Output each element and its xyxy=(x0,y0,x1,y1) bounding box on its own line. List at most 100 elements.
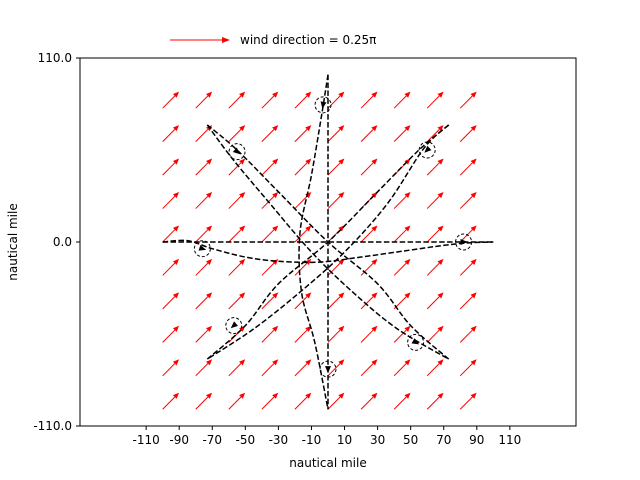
x-tick-label: 110 xyxy=(498,433,521,447)
wind-arrow-head xyxy=(437,91,444,98)
wind-arrow-head xyxy=(239,191,246,199)
wind-arrow-shaft xyxy=(360,262,374,276)
wind-arrow-shaft xyxy=(294,162,308,176)
wind-arrow-shaft xyxy=(327,195,341,209)
wind-arrow-shaft xyxy=(162,128,176,142)
wind-arrow-head xyxy=(338,158,345,165)
wind-arrow-head xyxy=(206,359,213,366)
wind-arrow-shaft xyxy=(162,195,176,209)
x-axis-label: nautical mile xyxy=(289,456,366,470)
trajectory-curve xyxy=(298,74,329,410)
wind-arrow-head xyxy=(172,91,180,98)
wind-arrow-head xyxy=(239,292,246,299)
wind-arrow-shaft xyxy=(426,262,440,276)
wind-arrow xyxy=(228,125,246,142)
wind-arrow-shaft xyxy=(195,329,209,343)
marker-direction-arrow xyxy=(320,101,327,109)
wind-arrow-shaft xyxy=(162,363,176,377)
wind-arrow-head xyxy=(272,258,279,265)
wind-arrow xyxy=(294,158,312,176)
wind-arrow xyxy=(228,258,246,276)
wind-arrow-shaft xyxy=(294,329,308,343)
wind-arrow xyxy=(162,292,180,310)
wind-arrow-shaft xyxy=(393,396,407,410)
wind-arrow-shaft xyxy=(459,396,473,410)
wind-arrow-shaft xyxy=(294,128,308,142)
wind-arrow-head xyxy=(305,325,312,332)
wind-arrow-shaft xyxy=(228,162,242,176)
wind-arrow-shaft xyxy=(327,262,341,276)
wind-arrow-head xyxy=(470,91,477,98)
wind-arrow-shaft xyxy=(162,95,176,109)
wind-arrow-shaft xyxy=(459,329,473,343)
wind-arrow xyxy=(261,258,279,276)
wind-arrow xyxy=(228,91,246,109)
wind-arrow xyxy=(426,292,444,310)
wind-arrow xyxy=(459,258,477,276)
wind-arrow xyxy=(228,191,246,209)
y-axis-label: nautical mile xyxy=(6,203,20,280)
wind-arrow-head xyxy=(470,191,477,199)
wind-arrow xyxy=(294,191,312,209)
wind-arrow xyxy=(360,225,378,243)
marker-direction-arrow xyxy=(198,244,207,251)
wind-arrow-head xyxy=(206,325,213,332)
marker-circle xyxy=(455,233,473,251)
trajectory-curve xyxy=(206,124,450,360)
wind-arrow-shaft xyxy=(294,296,308,310)
wind-arrow-shaft xyxy=(228,262,242,276)
wind-arrow xyxy=(426,158,444,176)
wind-arrow xyxy=(459,158,477,176)
wind-arrow xyxy=(459,125,477,142)
wind-arrow xyxy=(426,91,444,109)
wind-arrow-head xyxy=(305,225,312,232)
wind-arrow-shaft xyxy=(459,95,473,109)
wind-arrow xyxy=(261,359,279,377)
marker-direction-arrow xyxy=(424,145,432,153)
wind-arrow-head xyxy=(272,158,279,165)
wind-arrow-head xyxy=(404,292,411,299)
wind-arrow-head xyxy=(371,225,378,232)
wind-arrow-shaft xyxy=(426,229,440,243)
wind-arrow-shaft xyxy=(294,229,308,243)
wind-arrow xyxy=(261,125,279,142)
legend-entry-wind-direction: wind direction = 0.25π xyxy=(240,33,376,47)
wind-arrow xyxy=(360,158,378,176)
wind-arrow-shaft xyxy=(294,363,308,377)
wind-arrow xyxy=(393,325,411,343)
wind-arrow xyxy=(327,325,345,343)
wind-arrow-head xyxy=(172,359,180,366)
wind-arrow xyxy=(393,392,411,410)
marker-circle xyxy=(418,141,436,159)
wind-arrow-head xyxy=(470,158,477,165)
wind-arrow xyxy=(426,325,444,343)
wind-arrow-head xyxy=(437,359,444,366)
wind-arrow-shaft xyxy=(393,363,407,377)
wind-arrow xyxy=(261,191,279,209)
y-tick-label: 0.0 xyxy=(53,235,72,249)
wind-arrow-shaft xyxy=(195,128,209,142)
wind-arrow-head xyxy=(305,392,312,399)
wind-arrow xyxy=(195,225,213,243)
wind-arrow-shaft xyxy=(327,363,341,377)
wind-arrow-shaft xyxy=(228,396,242,410)
wind-arrow-head xyxy=(404,125,411,132)
wind-arrow-head xyxy=(338,91,345,98)
wind-arrow xyxy=(459,325,477,343)
wind-arrow-head xyxy=(172,158,180,165)
wind-arrow-shaft xyxy=(426,396,440,410)
x-tick-label: 90 xyxy=(469,433,484,447)
wind-arrow xyxy=(360,258,378,276)
wind-arrow-shaft xyxy=(459,262,473,276)
wind-arrow-shaft xyxy=(228,229,242,243)
wind-arrow xyxy=(228,225,246,243)
wind-arrow-shaft xyxy=(261,229,275,243)
wind-arrow-head xyxy=(272,125,279,132)
wind-arrow xyxy=(360,392,378,410)
wind-arrow xyxy=(162,91,180,109)
trajectory-curve xyxy=(206,124,450,360)
wind-arrow-shaft xyxy=(294,195,308,209)
wind-arrow-shaft xyxy=(393,329,407,343)
wind-arrow-head xyxy=(437,125,444,132)
